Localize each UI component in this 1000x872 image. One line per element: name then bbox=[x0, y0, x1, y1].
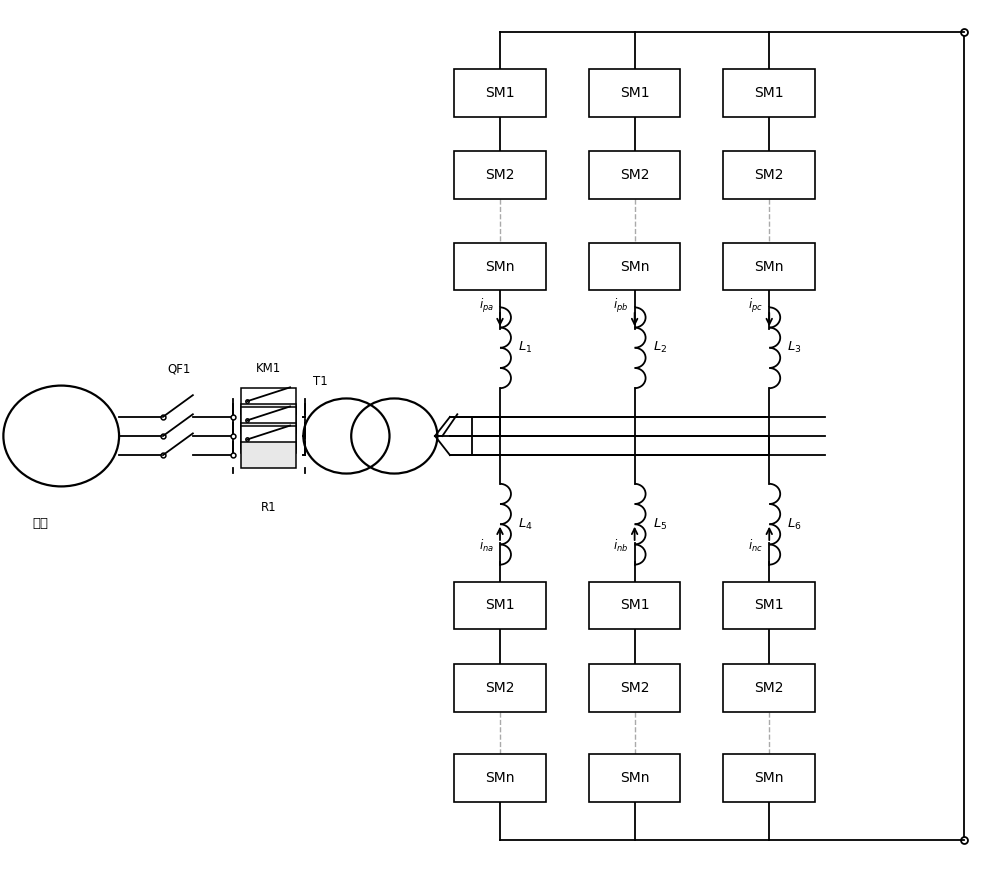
Bar bbox=[589, 152, 680, 199]
Text: $i_{nb}$: $i_{nb}$ bbox=[613, 538, 629, 555]
Text: SM1: SM1 bbox=[754, 85, 784, 99]
Text: SM1: SM1 bbox=[620, 598, 649, 612]
Text: SM2: SM2 bbox=[485, 681, 515, 695]
Text: 电网: 电网 bbox=[32, 517, 48, 530]
Bar bbox=[589, 69, 680, 117]
Bar bbox=[241, 407, 296, 433]
Text: $i_{pc}$: $i_{pc}$ bbox=[748, 296, 763, 315]
Text: T1: T1 bbox=[313, 375, 328, 388]
Text: SM1: SM1 bbox=[620, 85, 649, 99]
Bar bbox=[454, 582, 546, 630]
Bar bbox=[454, 69, 546, 117]
Text: SM2: SM2 bbox=[620, 168, 649, 182]
Text: SM2: SM2 bbox=[755, 168, 784, 182]
Bar bbox=[589, 753, 680, 801]
Bar bbox=[723, 152, 815, 199]
Text: $i_{nc}$: $i_{nc}$ bbox=[748, 538, 763, 555]
Text: SM1: SM1 bbox=[485, 85, 515, 99]
Bar bbox=[241, 388, 296, 414]
Bar bbox=[241, 426, 296, 453]
Text: SMn: SMn bbox=[620, 771, 649, 785]
Text: SMn: SMn bbox=[755, 260, 784, 274]
Text: SMn: SMn bbox=[755, 771, 784, 785]
Bar bbox=[723, 69, 815, 117]
Bar bbox=[454, 152, 546, 199]
Text: SMn: SMn bbox=[620, 260, 649, 274]
Text: $L_2$: $L_2$ bbox=[653, 340, 667, 355]
Text: SM2: SM2 bbox=[620, 681, 649, 695]
Bar bbox=[454, 664, 546, 712]
Text: SMn: SMn bbox=[485, 260, 515, 274]
Text: SM2: SM2 bbox=[755, 681, 784, 695]
Bar bbox=[241, 442, 296, 468]
Text: $L_6$: $L_6$ bbox=[787, 517, 802, 532]
Text: $L_1$: $L_1$ bbox=[518, 340, 532, 355]
Bar bbox=[723, 753, 815, 801]
Bar bbox=[454, 753, 546, 801]
Text: SM2: SM2 bbox=[485, 168, 515, 182]
Text: R1: R1 bbox=[261, 501, 276, 514]
Text: $L_3$: $L_3$ bbox=[787, 340, 802, 355]
Text: $i_{na}$: $i_{na}$ bbox=[479, 538, 494, 555]
Text: KM1: KM1 bbox=[256, 362, 281, 375]
Text: $L_4$: $L_4$ bbox=[518, 517, 533, 532]
Bar bbox=[241, 404, 296, 430]
Text: $L_5$: $L_5$ bbox=[653, 517, 667, 532]
Bar bbox=[723, 664, 815, 712]
Bar bbox=[589, 582, 680, 630]
Bar bbox=[454, 242, 546, 290]
Text: $i_{pb}$: $i_{pb}$ bbox=[613, 296, 629, 315]
Text: SMn: SMn bbox=[485, 771, 515, 785]
Bar bbox=[723, 582, 815, 630]
Bar bbox=[589, 242, 680, 290]
Bar bbox=[589, 664, 680, 712]
Bar bbox=[723, 242, 815, 290]
Text: SM1: SM1 bbox=[485, 598, 515, 612]
Text: QF1: QF1 bbox=[167, 362, 191, 375]
Text: $i_{pa}$: $i_{pa}$ bbox=[479, 296, 494, 315]
Text: SM1: SM1 bbox=[754, 598, 784, 612]
Bar bbox=[241, 423, 296, 449]
